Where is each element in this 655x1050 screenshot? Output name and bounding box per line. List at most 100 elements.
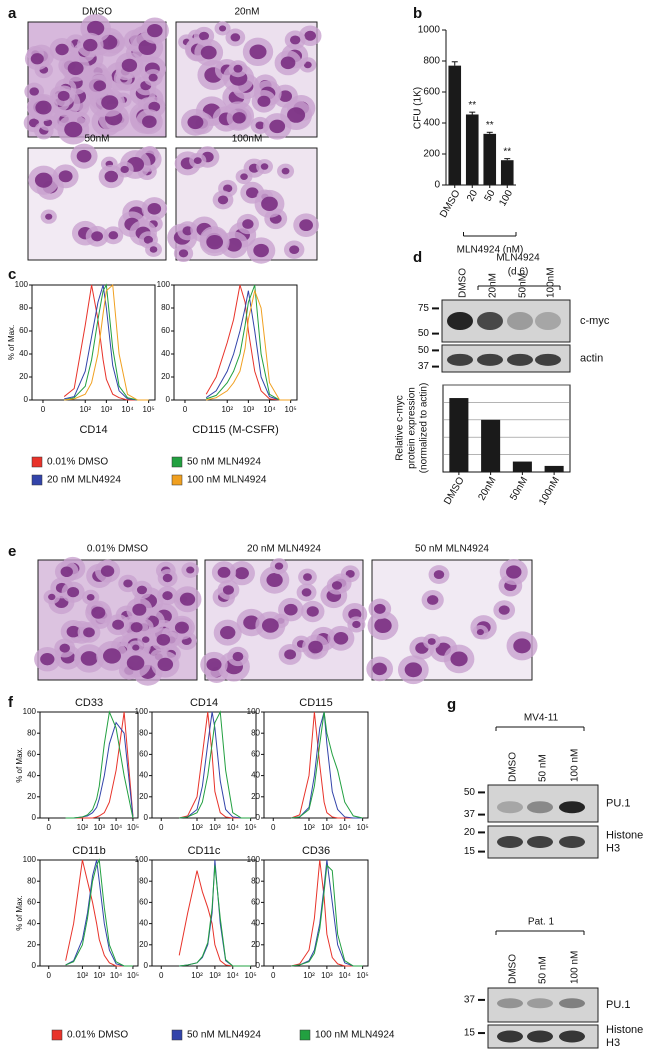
nucleus [148,101,161,112]
nucleus [91,231,103,242]
y-tick-label: 0 [144,813,149,822]
nucleus [219,25,227,32]
micrograph-title: 50nM [84,134,109,145]
plot-frame [173,284,298,401]
y-tick-label: 60 [161,326,170,335]
x-tick-label: 10² [191,971,203,980]
x-axis-label: MLN4924 (nM) [457,245,524,256]
legend-label: 50 nM MLN4924 [187,457,261,468]
nucleus [149,246,158,253]
y-tick-label: 100 [135,707,149,716]
nucleus [132,644,140,651]
band [477,353,503,366]
nucleus [58,170,73,183]
histogram-line [65,710,134,819]
nucleus [126,655,145,671]
x-tick-label: 10² [303,971,315,980]
nucleus [157,657,174,672]
nucleus [187,115,204,130]
x-tick-label: 0 [183,405,188,414]
marker-label: 37 [418,361,430,372]
nucleus [193,157,202,165]
legend-swatch [299,1029,311,1041]
y-tick-label: 0 [32,961,37,970]
nucleus [304,30,317,41]
legend-label: 0.01% DMSO [47,457,108,468]
histogram-line [65,858,133,967]
marker-label: 37 [464,809,476,820]
y-tick-label: 20 [251,940,260,949]
x-tick-label: 10⁴ [339,971,352,980]
nucleus [86,593,95,601]
x-tick-label: 10³ [209,823,221,832]
plot-frame [39,859,139,967]
nucleus [141,636,150,643]
histogram-line [291,859,363,967]
legend-label: 50 nM MLN4924 [187,1030,261,1041]
bar [449,398,469,472]
histogram-line [64,283,149,401]
band [447,312,473,330]
nucleus [66,625,81,638]
chart-title: CD36 [302,845,330,857]
nucleus [513,638,531,654]
nucleus [132,603,147,616]
nucleus [198,31,210,41]
y-tick-label: 20 [161,372,170,381]
nucleus [174,621,189,634]
histogram-line [65,859,133,967]
nucleus [142,115,157,129]
histogram-line [64,283,149,401]
nucleus [120,165,129,174]
y-tick-label: 0 [434,180,440,191]
y-tick-label: 40 [27,919,36,928]
nucleus [450,651,468,667]
nucleus [308,640,323,654]
nucleus [249,44,267,60]
nucleus [83,38,98,52]
x-tick-label: 10² [77,823,89,832]
nucleus [233,64,243,73]
x-tick-label: 10³ [243,405,255,414]
y-axis-label: % of Max. [15,747,24,783]
nucleus [148,73,158,82]
panel-label: a [8,5,17,22]
x-tick-label: 10² [77,971,89,980]
nucleus [147,202,162,215]
micrograph-title: 20 nM MLN4924 [247,544,321,555]
x-tick-label: 10⁴ [227,823,240,832]
nucleus [269,119,286,134]
y-tick-label: 20 [27,940,36,949]
x-tick-label: 0 [159,823,164,832]
nucleus [162,591,173,601]
histogram-line [65,859,133,967]
panel-label: e [8,543,16,560]
nucleus [303,573,312,581]
histogram-line [291,864,363,967]
y-tick-label: 600 [423,87,440,98]
nucleus [274,562,284,570]
nucleus [284,603,298,616]
lane-label: DMSO [508,954,519,984]
band [535,353,561,366]
nucleus [427,595,439,605]
x-tick-label: 10⁴ [121,405,134,414]
marker-label: 37 [464,995,476,1006]
nucleus [206,658,222,672]
nucleus [143,235,153,244]
lane-label: DMSO [508,752,519,782]
panel-label: b [413,5,422,22]
x-tick-label: 10³ [101,405,113,414]
lane-label: 50nM [518,273,529,298]
y-tick-label: 400 [423,118,440,129]
y-tick-label: 40 [27,771,36,780]
x-tick-label: 20 [465,188,480,204]
y-tick-label: 0 [166,395,171,404]
x-tick-label: 10⁵ [245,823,257,832]
legend-label: 100 nM MLN4924 [315,1030,395,1041]
nucleus [433,570,445,580]
nucleus [76,149,92,163]
y-tick-label: 60 [19,326,28,335]
panel-label: c [8,266,16,283]
legend-swatch [51,1029,63,1041]
